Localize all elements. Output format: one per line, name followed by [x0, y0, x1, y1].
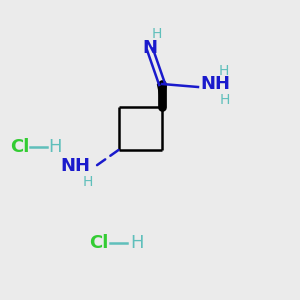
- Text: H: H: [49, 138, 62, 156]
- Text: NH: NH: [200, 75, 230, 93]
- Text: H: H: [83, 175, 93, 188]
- Text: NH: NH: [60, 157, 90, 175]
- Text: H: H: [218, 64, 229, 78]
- Text: N: N: [142, 39, 158, 57]
- Polygon shape: [158, 84, 166, 106]
- Text: H: H: [219, 93, 230, 107]
- Text: Cl: Cl: [10, 138, 29, 156]
- Text: H: H: [130, 234, 143, 252]
- Text: Cl: Cl: [89, 234, 109, 252]
- Text: H: H: [152, 28, 162, 41]
